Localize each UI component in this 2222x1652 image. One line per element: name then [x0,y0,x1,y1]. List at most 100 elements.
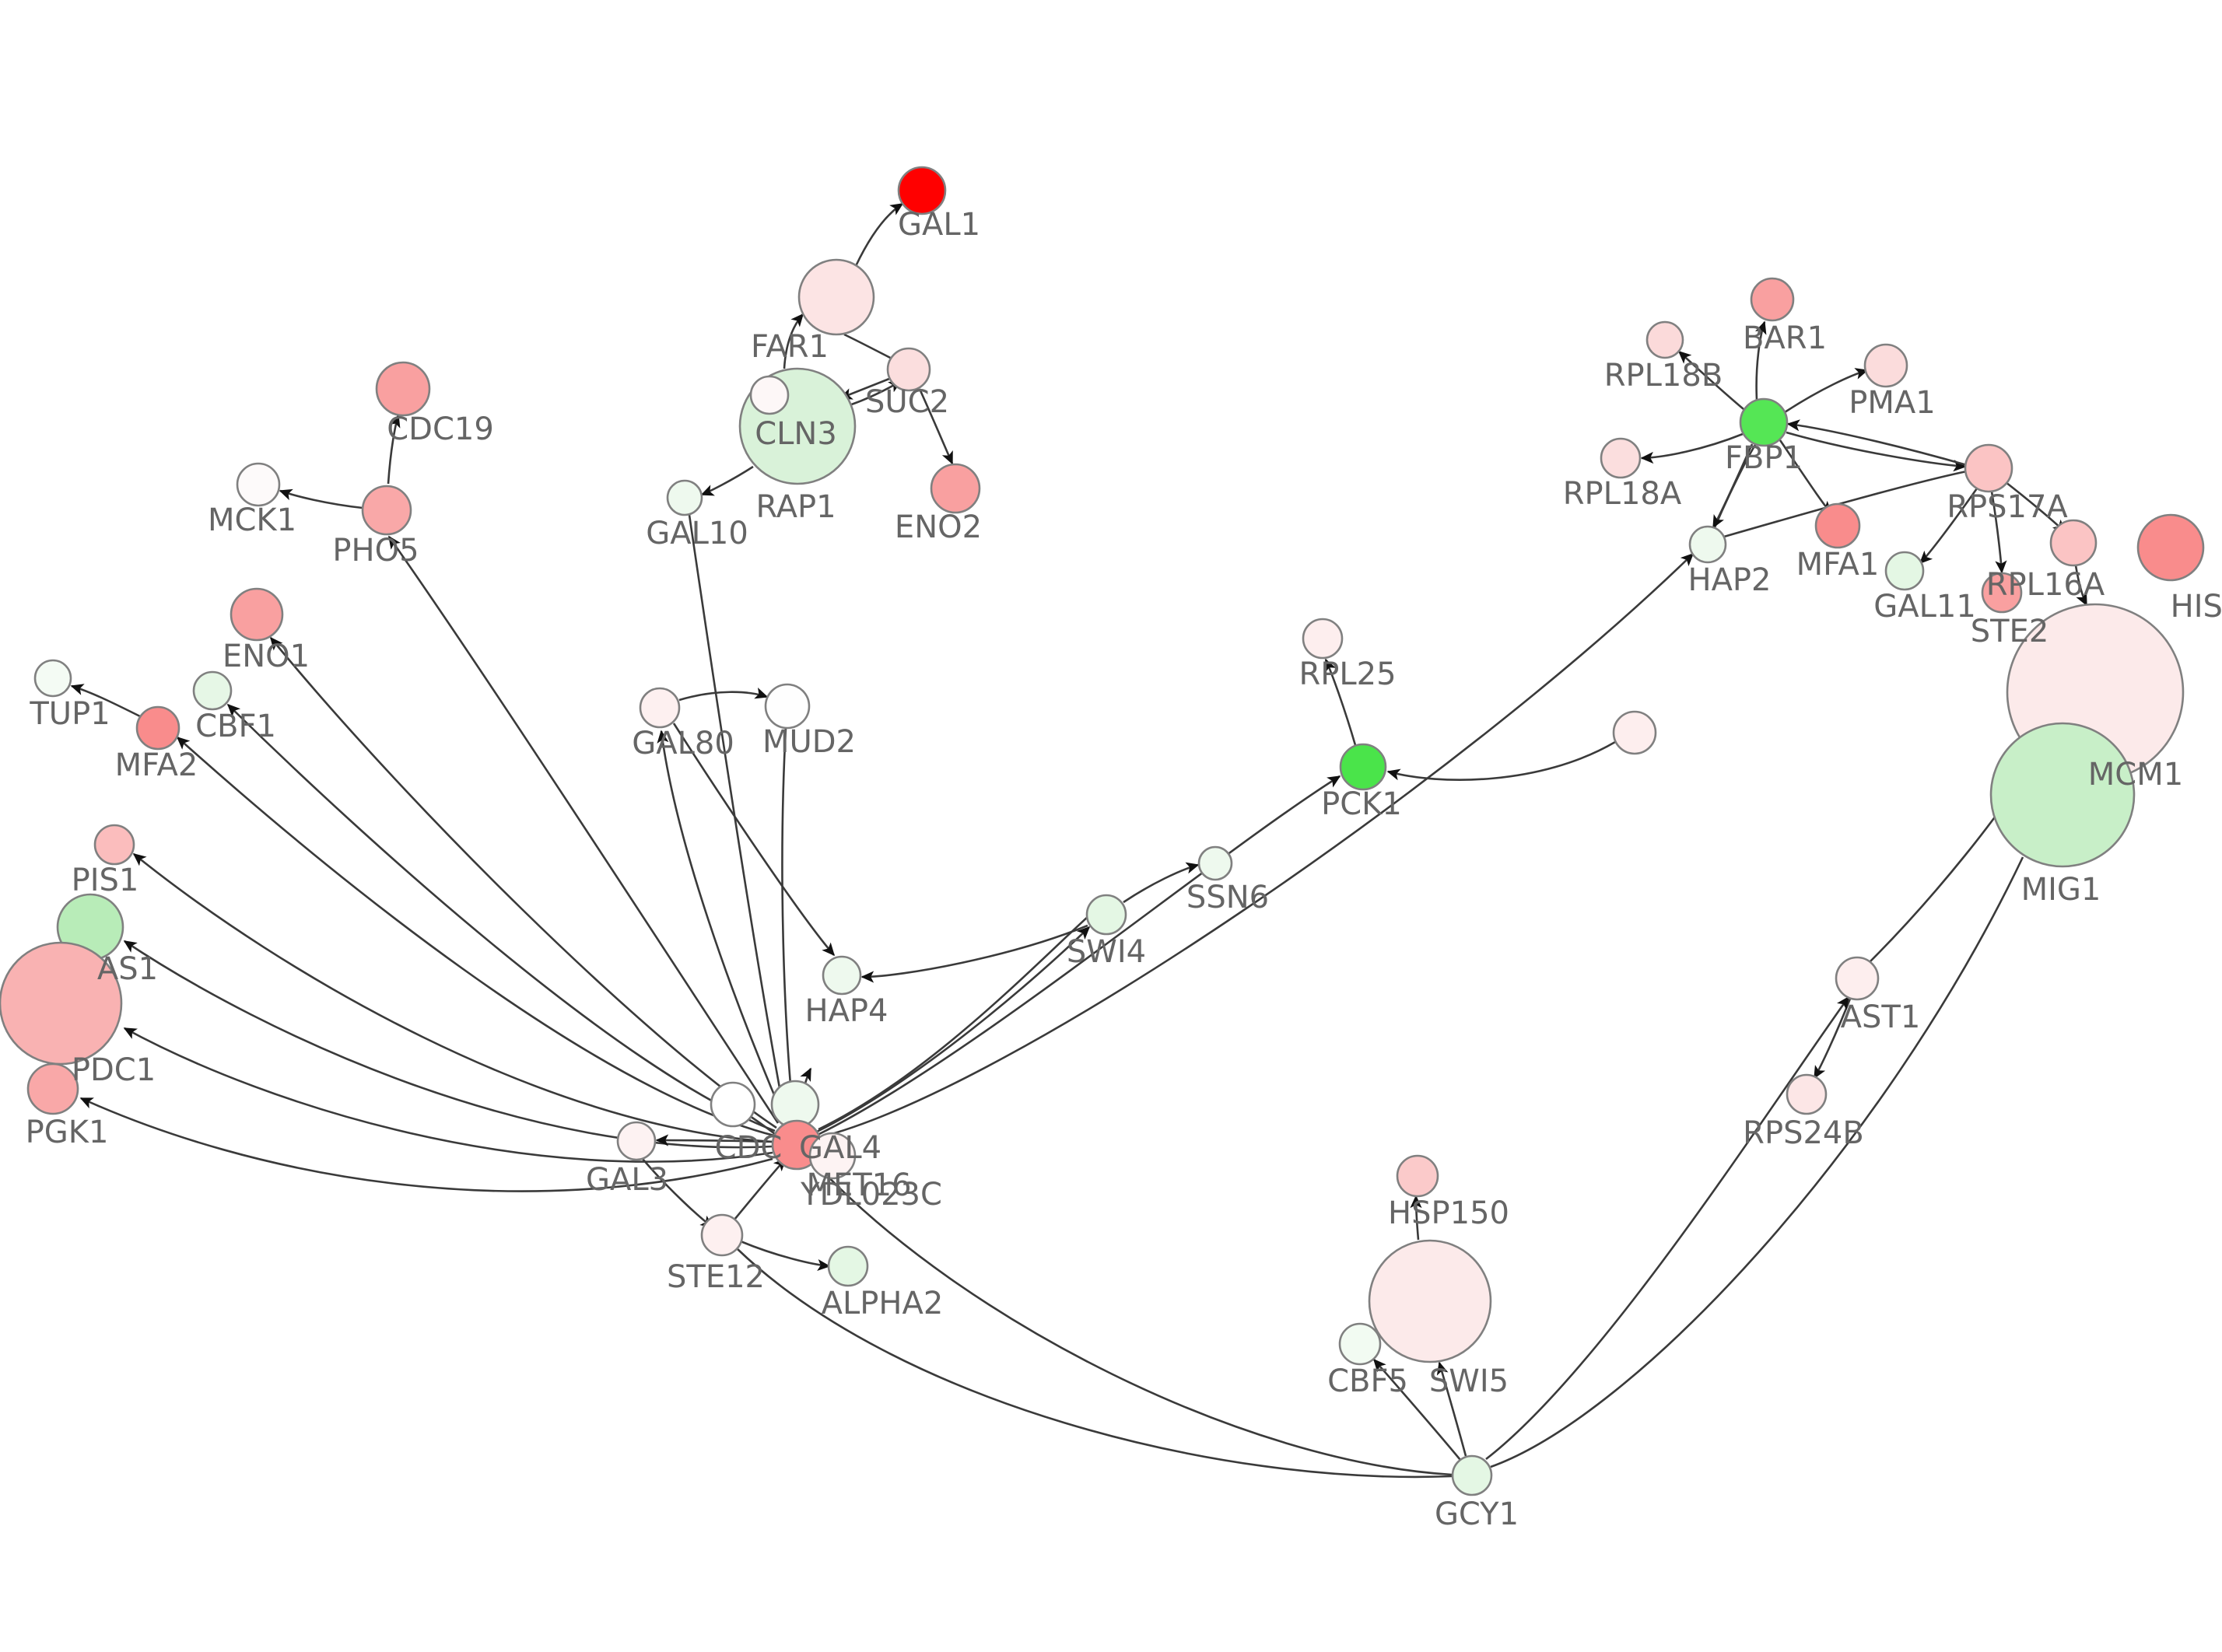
edge-rps17a-to-fbp1 [1786,419,1968,467]
gene-node-cdc39[interactable] [710,1081,756,1128]
gene-node-ste12[interactable] [700,1213,744,1257]
gene-label-gcy1: GCY1 [1435,1496,1519,1532]
edge-gal4-to-pis1 [132,852,774,1143]
gene-node-gcy1[interactable] [1451,1454,1493,1496]
gene-node-gal1[interactable] [897,166,947,215]
gene-node-hap2[interactable] [1688,525,1727,564]
gene-label-pho5: PHO5 [332,533,419,569]
gene-node-unnamed1[interactable] [1612,710,1657,755]
gene-label-rps17a: RPS17A [1947,489,2068,525]
edge-gal4-to-cbf1 [226,703,776,1132]
gene-node-swi4[interactable] [1085,894,1127,936]
edge-gal4-to-gas1 [123,940,773,1149]
gene-node-pho5[interactable] [361,485,412,536]
gene-label-mck1: MCK1 [208,502,296,538]
gene-node-pdc1[interactable] [0,941,123,1066]
gene-node-gal11[interactable] [1884,551,1925,591]
gene-node-hap4[interactable] [822,955,862,996]
gene-node-pck1[interactable] [1339,743,1387,791]
gene-label-far1: FAR1 [751,329,829,365]
gene-label-gal1: GAL1 [898,207,980,243]
gene-label-pgk1: PGK1 [26,1115,109,1150]
gene-label-cdc19: CDC19 [387,411,494,447]
gene-node-hsp150[interactable] [1396,1154,1439,1198]
gene-node-bar1[interactable] [1750,277,1795,322]
gene-node-eno1[interactable] [230,587,284,642]
edge-gal4-to-swi4 [816,926,1091,1133]
edge-pck1-to-rpl25 [1324,658,1357,746]
edge-suc2-to-eno2 [918,388,954,465]
gene-node-pma1[interactable] [1863,343,1908,388]
gene-node-his4[interactable] [2136,513,2205,582]
gene-node-rps24b[interactable] [1786,1073,1828,1115]
gene-label-cbf5: CBF5 [1327,1363,1408,1399]
gene-node-mfa2[interactable] [135,705,180,751]
gene-node-mck1[interactable] [236,462,281,507]
gene-label-gal10: GAL10 [646,516,748,551]
edge-gcy1-to-swi5 [1436,1361,1467,1457]
gene-label-pma1: PMA1 [1849,385,1935,421]
gene-node-rap1[interactable] [749,375,790,415]
edge-fbp1-to-hap2 [1712,443,1754,529]
gene-label-pis1: PIS1 [72,863,139,898]
gene-node-rps17a[interactable] [1964,443,2013,493]
edge-gal4-to-gcy1 [816,1164,1453,1476]
edge-fbp1-to-rps17a [1786,431,1967,472]
gene-label-mig1: MIG1 [2021,872,2101,908]
gene-node-ast1[interactable] [1835,956,1880,1001]
edge-gcy1-to-ast1 [1485,996,1850,1461]
edge-mud2-to-gal4 [781,727,799,1120]
gene-node-ste2[interactable] [1981,572,2023,614]
gene-node-cbf1[interactable] [192,670,233,711]
gene-node-fbp1[interactable] [1739,397,1789,447]
gene-label-ydl023c: YDL023C [800,1177,942,1213]
gene-node-rpl18b[interactable] [1645,320,1684,359]
edge-hap2-to-rps17a [1723,470,1968,538]
gene-node-rpl16a[interactable] [2049,519,2098,567]
gene-node-far1[interactable] [797,258,875,336]
edge-gal4-to-eno1 [269,636,777,1129]
gene-node-cbf5[interactable] [1338,1322,1382,1366]
gene-node-alpha2[interactable] [827,1245,869,1287]
edge-gal80-to-hap4 [672,723,835,957]
edge-pho5-to-cdc19 [387,414,401,485]
gene-label-hsp150: HSP150 [1388,1195,1509,1231]
gene-node-ydl023c[interactable] [808,1132,857,1180]
gene-label-gas1: AS1 [97,951,158,987]
gene-label-cdc39: CDC [715,1130,783,1166]
gene-node-gal3[interactable] [616,1121,657,1161]
gene-label-hap2: HAP2 [1688,562,1771,598]
gene-label-mcm1: MCM1 [2088,757,2183,793]
gene-label-alpha2: ALPHA2 [822,1286,944,1321]
gene-label-rap1: RAP1 [755,489,836,525]
edge-fbp1-to-rpl18a [1640,432,1744,464]
gene-label-rpl18a: RPL18A [1563,476,1682,512]
gene-label-ste12: STE12 [667,1259,765,1295]
gene-node-mud2[interactable] [764,683,811,730]
gene-label-mfa1: MFA1 [1796,547,1880,583]
gene-node-rpl18a[interactable] [1600,437,1642,479]
gene-node-cdc19[interactable] [375,361,431,417]
gene-node-ssn6[interactable] [1197,845,1233,881]
gene-label-hap4: HAP4 [804,993,888,1029]
gene-node-eno2[interactable] [930,463,981,514]
gene-node-tup1[interactable] [33,659,72,698]
edge-fbp1-to-rpl18b [1677,350,1744,410]
gene-node-mfa1[interactable] [1814,502,1861,549]
gene-node-pis1[interactable] [93,824,135,866]
gene-node-pgk1[interactable] [26,1062,79,1115]
edge-rps17a-to-gal11 [1919,488,1978,565]
gene-node-mig1[interactable] [1989,722,2136,868]
gene-label-ast1: AST1 [1841,999,1921,1035]
edge-gal4-to-pck1 [818,775,1341,1136]
gene-node-suc2[interactable] [886,347,931,392]
edge-gal4-to-gal80 [657,730,787,1123]
gene-node-rpl25[interactable] [1302,618,1344,660]
gene-node-gal10[interactable] [666,479,703,516]
gene-node-swi5[interactable] [1368,1239,1492,1363]
edge-gal4-to-hap2 [819,552,1695,1139]
gene-node-gal80[interactable] [639,687,681,729]
edge-gal4-to-pdc1 [123,1027,773,1163]
